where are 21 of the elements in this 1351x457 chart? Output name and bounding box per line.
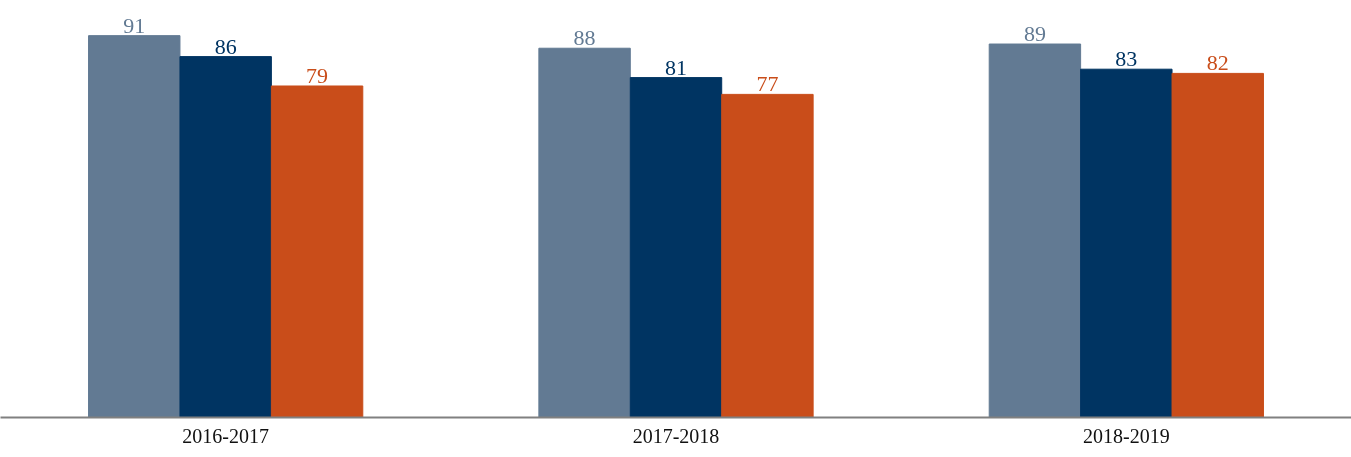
data-label: 89 xyxy=(1023,21,1046,47)
data-label: 88 xyxy=(573,25,596,51)
bar xyxy=(538,47,631,418)
bar xyxy=(988,43,1082,418)
data-label: 91 xyxy=(123,12,146,38)
bar xyxy=(629,77,723,418)
bar xyxy=(88,35,181,418)
bar xyxy=(721,93,814,418)
bar xyxy=(270,85,364,418)
data-label: 79 xyxy=(306,62,329,88)
data-label: 83 xyxy=(1115,46,1138,72)
data-label: 86 xyxy=(214,33,237,59)
x-tick-label: 2017-2018 xyxy=(632,424,720,447)
data-label: 81 xyxy=(665,54,687,80)
x-tick-label: 2016-2017 xyxy=(182,424,270,447)
x-tick-label: 2018-2019 xyxy=(1083,424,1170,447)
data-label: 82 xyxy=(1206,50,1229,76)
bar xyxy=(179,56,272,418)
bar xyxy=(1080,68,1173,418)
data-label: 77 xyxy=(756,71,779,97)
bar xyxy=(1171,72,1264,418)
